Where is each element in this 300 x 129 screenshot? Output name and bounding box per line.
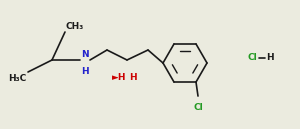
Text: H: H [129, 72, 136, 82]
Text: ►H: ►H [112, 72, 126, 82]
Text: CH₃: CH₃ [66, 22, 84, 31]
Text: H₃C: H₃C [8, 74, 26, 83]
Text: H: H [81, 67, 89, 76]
Text: Cl: Cl [248, 54, 258, 62]
Text: H: H [266, 54, 274, 62]
Text: Cl: Cl [193, 103, 203, 112]
Text: N: N [81, 50, 89, 59]
